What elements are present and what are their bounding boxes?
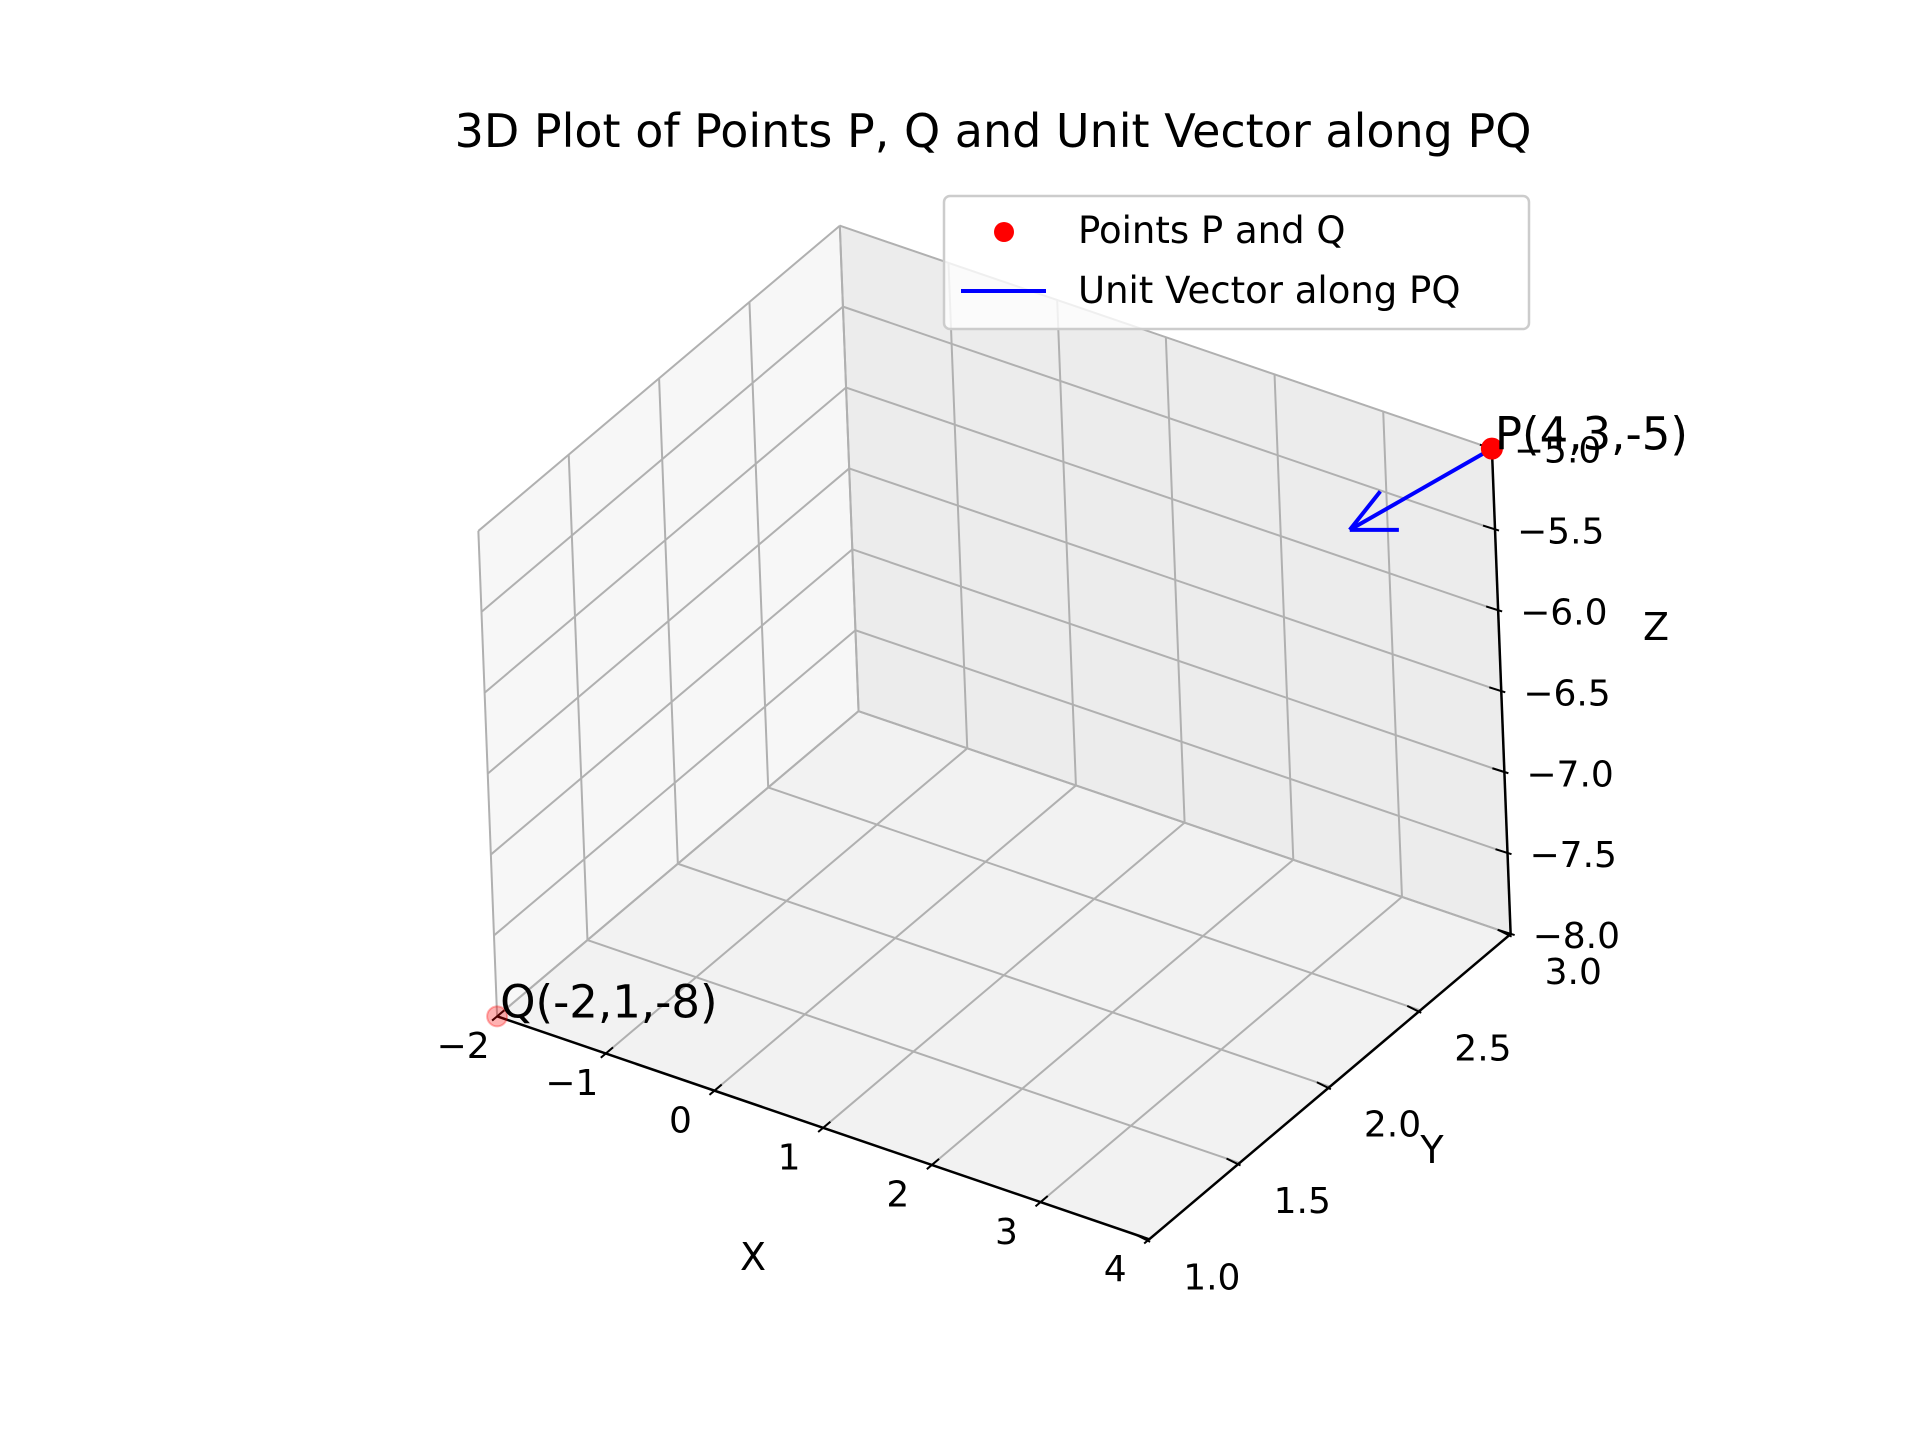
y-axis-label: Y: [1419, 1128, 1444, 1172]
z-tick-label: −8.0: [1533, 916, 1620, 957]
point-annotation: P(4,3,-5): [1495, 408, 1688, 461]
x-tick-label: 3: [995, 1212, 1018, 1253]
x-tick-label: 2: [886, 1175, 909, 1216]
y-tick-label: 2.5: [1454, 1028, 1511, 1069]
y-tick-label: 1.5: [1274, 1181, 1331, 1222]
z-tick-label: −7.0: [1526, 754, 1613, 795]
x-tick-label: −1: [545, 1063, 598, 1104]
x-tick-label: 4: [1104, 1249, 1127, 1290]
axis-panes: [478, 226, 1510, 1240]
point-annotation: Q(-2,1,-8): [500, 975, 718, 1028]
legend-marker-points: [994, 222, 1014, 242]
legend-label-points: Points P and Q: [1078, 209, 1345, 252]
z-axis-label: Z: [1643, 605, 1669, 649]
y-tick-label: 2.0: [1364, 1105, 1421, 1146]
z-tick-label: −6.0: [1520, 593, 1607, 634]
x-tick-label: 0: [669, 1100, 692, 1141]
z-tick-label: −5.5: [1517, 512, 1604, 553]
x-tick-label: −2: [437, 1026, 490, 1067]
z-tick-label: −7.5: [1530, 835, 1617, 876]
x-axis-label: X: [740, 1235, 766, 1279]
y-tick-label: 3.0: [1545, 952, 1602, 993]
y-tick-label: 1.0: [1183, 1257, 1240, 1298]
legend: Points P and Q Unit Vector along PQ: [944, 196, 1529, 329]
x-tick-label: 1: [778, 1138, 801, 1179]
legend-label-vector: Unit Vector along PQ: [1078, 269, 1460, 312]
z-tick-label: −6.5: [1523, 673, 1610, 714]
chart-title: 3D Plot of Points P, Q and Unit Vector a…: [455, 104, 1532, 158]
